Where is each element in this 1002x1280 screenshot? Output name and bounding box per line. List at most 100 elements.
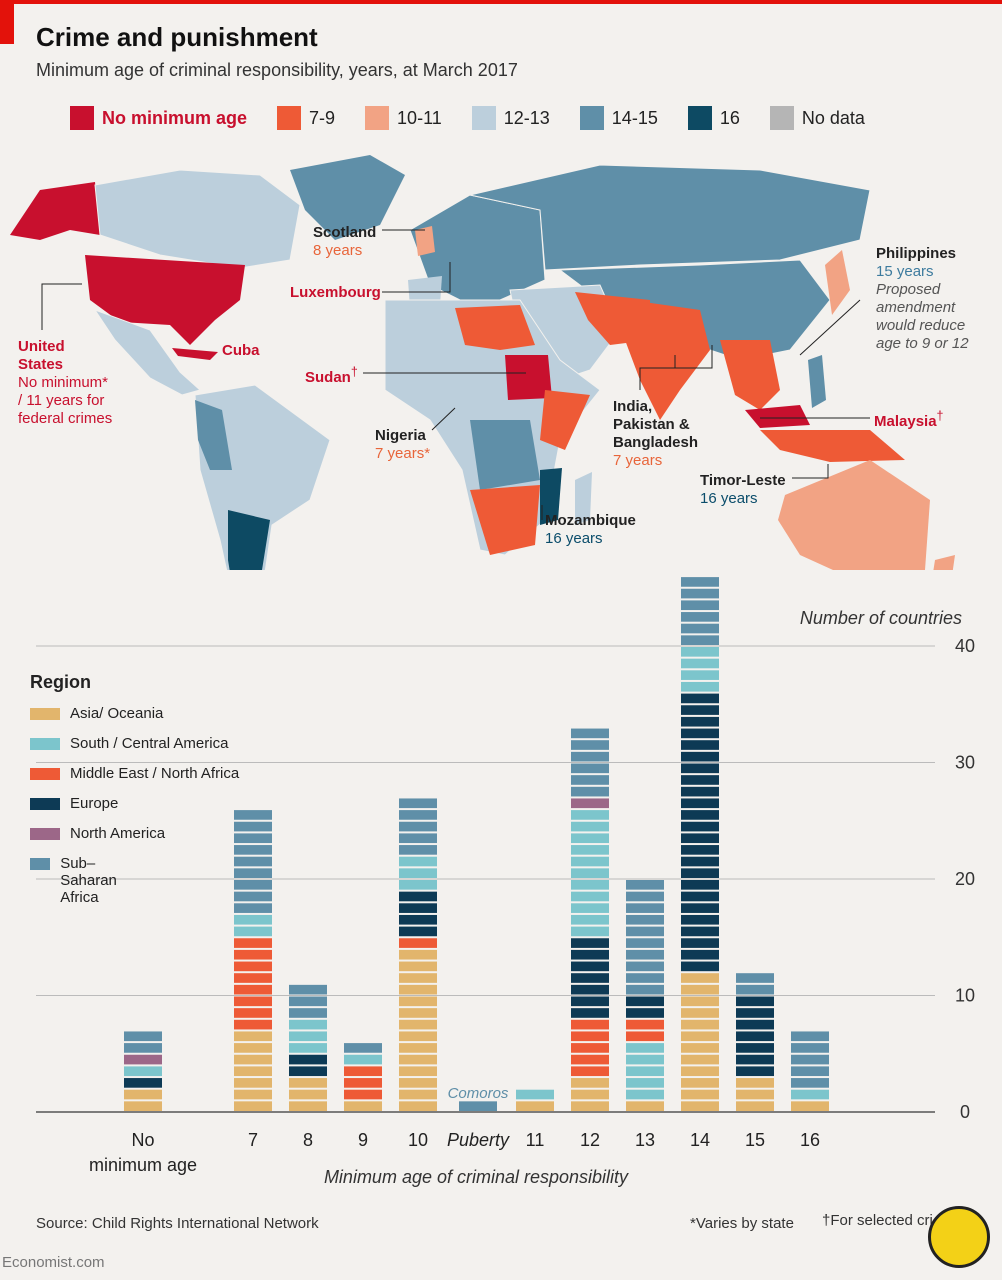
bar-segment <box>571 961 609 972</box>
bar-segment <box>234 880 272 890</box>
bar-segment <box>681 1031 719 1042</box>
bar-segment <box>399 1054 437 1065</box>
bar-segment <box>626 949 664 960</box>
bar-segment <box>681 693 719 704</box>
bar-segment <box>736 1043 774 1053</box>
legend-label: No minimum age <box>102 107 248 128</box>
map-madagascar <box>575 472 592 525</box>
bar-segment <box>681 845 719 855</box>
legend-label: 10-11 <box>397 107 442 128</box>
bar-segment <box>681 658 719 669</box>
bar-segment <box>344 1078 382 1088</box>
bar-segment <box>399 833 437 844</box>
bar-segment <box>234 1054 272 1065</box>
legend-label: 14-15 <box>611 107 658 128</box>
bar-segment <box>124 1031 162 1042</box>
bar-segment <box>234 845 272 855</box>
region-legend-item: Europe <box>30 795 239 825</box>
map-greenland <box>290 155 405 240</box>
bar-segment <box>399 938 437 948</box>
bar-segment <box>234 821 272 832</box>
bar-segment <box>289 1031 327 1042</box>
bar-segment <box>681 612 719 622</box>
bar-segment <box>681 786 719 797</box>
bar-segment <box>681 1008 719 1018</box>
label-philippines-note-1: Proposed <box>876 281 941 298</box>
region-label: South / Central America <box>70 735 229 752</box>
bar-segment <box>626 1078 664 1088</box>
bar-segment <box>626 1008 664 1018</box>
source-note: Source: Child Rights International Netwo… <box>36 1215 319 1232</box>
bar-segment <box>681 740 719 750</box>
legend-swatch <box>365 106 390 130</box>
region-legend-item: North America <box>30 825 239 855</box>
bar-segment <box>681 588 719 599</box>
bar-segment <box>736 984 774 995</box>
bar-segment <box>571 903 609 913</box>
map-indonesia <box>760 430 905 462</box>
bar-segment <box>681 1101 719 1111</box>
legend-label: No data <box>801 107 865 128</box>
y-tick-label: 30 <box>955 753 975 773</box>
legend-item-7-9: 7-9 <box>277 106 335 130</box>
bar-segment <box>571 914 609 925</box>
bar-segment <box>736 1008 774 1018</box>
bar-segment <box>681 577 719 587</box>
bar-segment <box>681 1066 719 1077</box>
region-legend-item: Middle East / North Africa <box>30 765 239 795</box>
bar-segment <box>571 821 609 832</box>
bar-segment <box>399 973 437 983</box>
label-india-value: 7 years <box>613 452 663 469</box>
y-tick-label: 0 <box>960 1102 970 1122</box>
bar-segment <box>791 1101 829 1111</box>
bar-segment <box>736 1066 774 1077</box>
bar-segment <box>571 775 609 785</box>
map-usa <box>85 255 245 345</box>
map-peru <box>195 400 232 470</box>
bar-segment <box>571 926 609 937</box>
label-malaysia-dagger: † <box>936 409 944 423</box>
label-malaysia-name: Malaysia <box>874 413 937 430</box>
chart-subtitle: Minimum age of criminal responsibility, … <box>36 60 518 80</box>
bar-segment <box>681 647 719 657</box>
x-tick-label: 10 <box>408 1130 428 1150</box>
bar-segment <box>681 938 719 948</box>
map-leader-lines <box>41 229 870 520</box>
bar-segment <box>626 903 664 913</box>
bar-chart: 0 10 20 30 40 Number of countries No minimum ag… <box>36 577 975 1187</box>
bar-segment <box>234 810 272 820</box>
x-tick-label: 16 <box>800 1130 820 1150</box>
bar-segment <box>626 996 664 1007</box>
label-sudan: Sudan† <box>305 363 358 387</box>
bar-segment <box>399 1043 437 1053</box>
bar-segment <box>234 949 272 960</box>
bar-segment <box>681 681 719 692</box>
map-southeast-asia <box>720 340 780 410</box>
bar-segment <box>681 763 719 774</box>
bar-segment <box>571 996 609 1007</box>
bar-segment <box>736 1054 774 1065</box>
y-tick-label: 10 <box>955 986 975 1006</box>
bar-segment <box>344 1101 382 1111</box>
bar-segment <box>571 880 609 890</box>
bar-segment <box>571 833 609 844</box>
bar-segment <box>681 1089 719 1100</box>
bar-segment <box>681 996 719 1007</box>
legend-item-12-13: 12-13 <box>471 106 550 130</box>
bar-segment <box>399 926 437 937</box>
bar-segment <box>681 891 719 902</box>
bar-segment <box>571 1043 609 1053</box>
bar-segment <box>791 1054 829 1065</box>
map-mozambique <box>540 468 562 525</box>
bar-segment <box>399 984 437 995</box>
bar-segment <box>399 961 437 972</box>
bar-segment <box>681 1019 719 1030</box>
map-japan <box>825 250 850 315</box>
world-map <box>10 155 955 570</box>
label-philippines-name: Philippines <box>876 245 957 262</box>
bar-segment <box>736 1078 774 1088</box>
region-swatch <box>30 738 60 750</box>
bar-segment <box>571 1101 609 1111</box>
bar-segment <box>399 1008 437 1018</box>
bar-segment <box>571 856 609 867</box>
